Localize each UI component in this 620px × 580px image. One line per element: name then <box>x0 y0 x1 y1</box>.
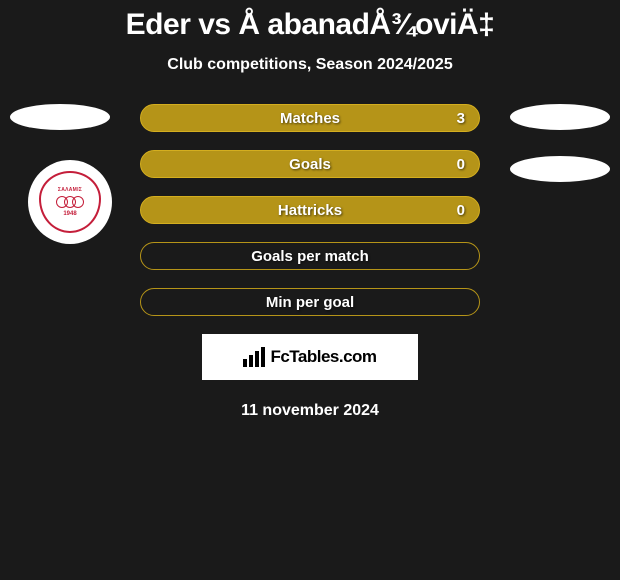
date-text: 11 november 2024 <box>0 402 620 420</box>
stat-row: Goals per match <box>0 242 620 270</box>
main-container: Eder vs Å abanadÅ¾oviÄ‡ Club competition… <box>0 0 620 420</box>
stat-pill: Matches 3 <box>140 104 480 132</box>
stat-pill: Goals per match <box>140 242 480 270</box>
stat-pill: Goals 0 <box>140 150 480 178</box>
stat-label: Goals <box>289 156 331 173</box>
stat-label: Matches <box>280 110 340 127</box>
stat-row: Min per goal <box>0 288 620 316</box>
badge-top-text: ΣΑΛΑΜΙΣ <box>58 187 82 193</box>
stat-label: Goals per match <box>251 248 369 265</box>
branding-box[interactable]: FcTables.com <box>202 334 418 380</box>
stat-label: Hattricks <box>278 202 342 219</box>
bar-chart-icon <box>243 347 267 367</box>
stat-value: 0 <box>457 156 465 173</box>
page-title: Eder vs Å abanadÅ¾oviÄ‡ <box>0 8 620 42</box>
stat-row: Goals 0 <box>0 150 620 178</box>
subtitle: Club competitions, Season 2024/2025 <box>0 56 620 74</box>
stat-pill: Hattricks 0 <box>140 196 480 224</box>
stat-value: 3 <box>457 110 465 127</box>
branding-text: FcTables.com <box>270 347 376 367</box>
stat-pill: Min per goal <box>140 288 480 316</box>
stat-label: Min per goal <box>266 294 354 311</box>
stats-area: ΣΑΛΑΜΙΣ 1948 Matches3Goals0Hattricks0Goa… <box>0 104 620 316</box>
stat-row: Matches 3 <box>0 104 620 132</box>
stat-row: Hattricks 0 <box>0 196 620 224</box>
stat-value: 0 <box>457 202 465 219</box>
